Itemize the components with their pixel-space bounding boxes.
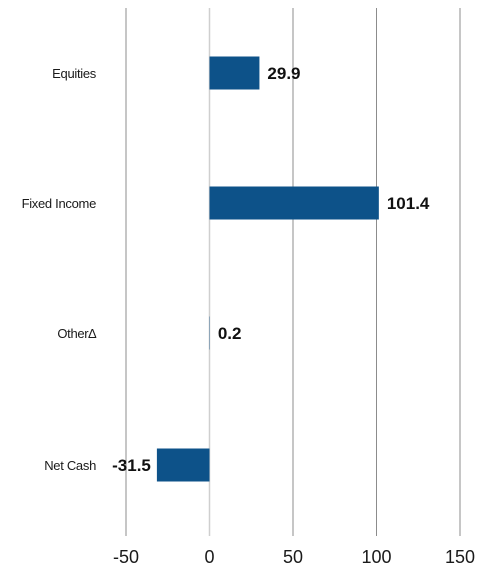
category-label: Fixed Income [22, 196, 97, 211]
data-labels: 29.9 101.4 0.2 -31.5 [112, 64, 430, 475]
bars [156, 56, 379, 482]
category-label: Other∆ [57, 326, 96, 341]
bar [156, 448, 210, 482]
x-tick-label: 150 [445, 547, 475, 567]
x-axis-tick-labels: -50 0 50 100 150 [113, 547, 475, 567]
data-label: 29.9 [267, 64, 300, 83]
category-labels: Equities Fixed Income Other∆ Net Cash [22, 66, 98, 473]
x-tick-label: 100 [361, 547, 391, 567]
data-label: 0.2 [218, 324, 242, 343]
data-label: 101.4 [387, 194, 430, 213]
category-label: Equities [52, 66, 97, 81]
bar [209, 56, 260, 90]
x-tick-label: -50 [113, 547, 139, 567]
data-label: -31.5 [112, 456, 151, 475]
category-label: Net Cash [44, 458, 96, 473]
gridlines [125, 8, 461, 536]
bar [209, 186, 379, 220]
x-tick-label: 0 [204, 547, 214, 567]
x-tick-label: 50 [283, 547, 303, 567]
